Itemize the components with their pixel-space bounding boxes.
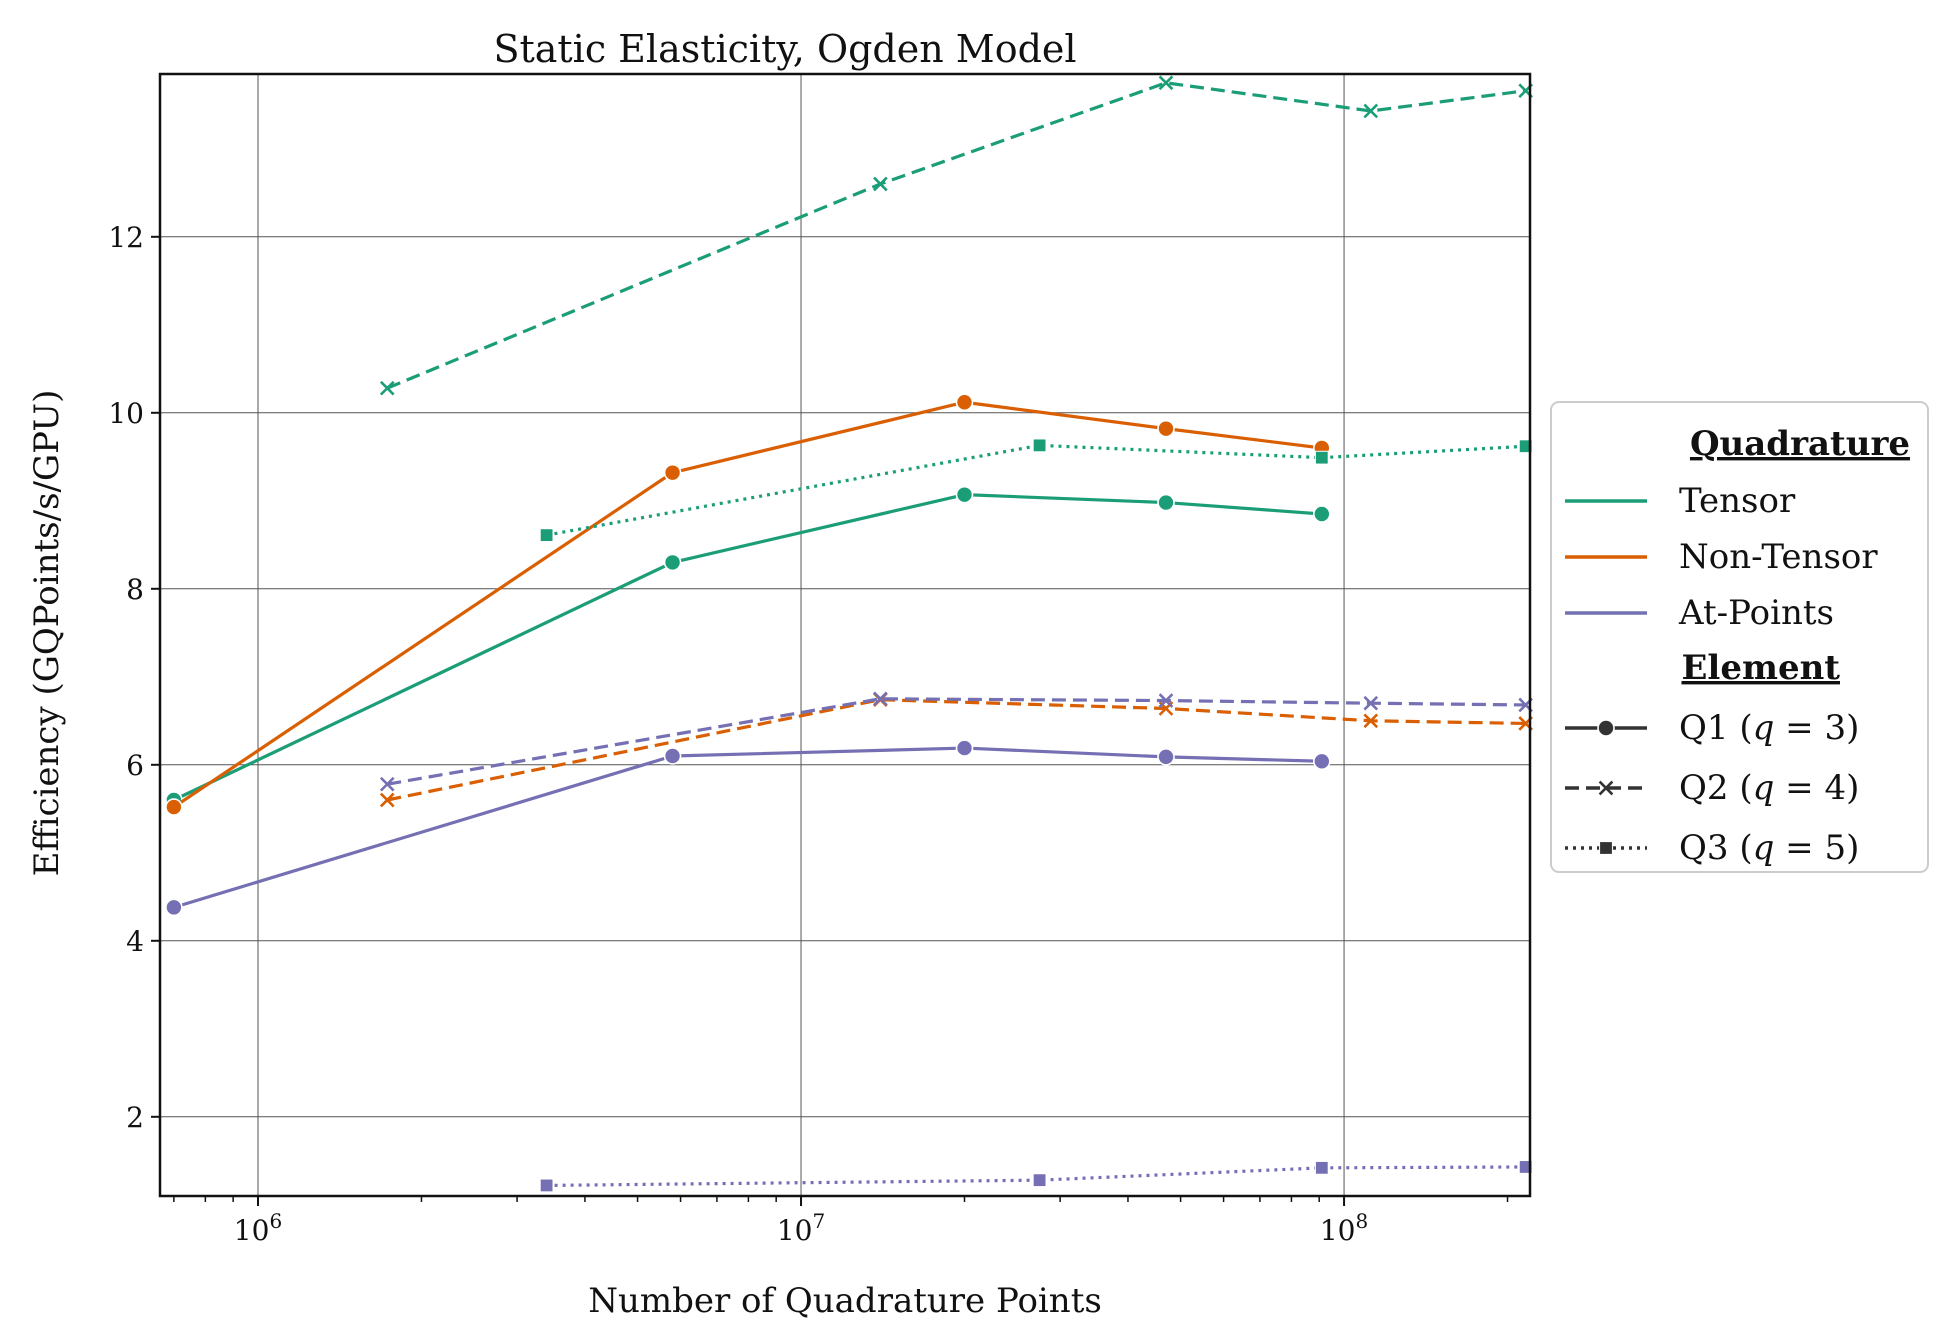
square-marker [539,1178,554,1193]
series-at-points-q2 [379,691,1533,792]
legend-quadrature-label: At-Points [1678,593,1834,633]
y-tick-label: 2 [126,1101,144,1134]
series-tensor-q1 [165,485,1331,809]
x-marker [1158,693,1174,708]
y-tick-label: 6 [126,749,144,782]
series-tensor-q3 [539,438,1533,543]
x-marker [379,776,395,792]
legend-element-label: Q2 (q = 4) [1679,768,1859,808]
series-line [386,697,1526,786]
x-marker [1363,103,1379,119]
series-non-tensor-q1 [165,393,1331,816]
series-layer [165,75,1533,1193]
circle-marker [165,798,183,816]
plot-frame [158,72,1532,1198]
legend-box [1550,401,1929,873]
x-marker [873,176,888,192]
x-marker [1158,75,1174,91]
x-marker [1598,780,1614,796]
series-line [172,400,1323,809]
series-tensor-q2 [379,75,1533,396]
x-marker [873,691,888,707]
legend: Quadrature Tensor Non-Tensor At-Points Eleme… [1550,401,1929,873]
x-tick-label: 107 [777,1209,825,1247]
circle-marker [663,553,682,572]
legend-element-label: Q3 (q = 5) [1679,828,1859,868]
series-line [173,746,1322,909]
x-marker [1363,695,1379,711]
legend-quadrature-label: Non-Tensor [1679,537,1878,577]
circle-marker [1157,419,1175,438]
y-axis-label: Efficiency (GQPoints/s/GPU) [27,390,67,877]
x-tick-label: 108 [1320,1209,1368,1247]
square-marker [1599,841,1613,855]
x-tick-label: 106 [234,1209,282,1247]
square-marker [1032,1173,1047,1188]
legend-quadrature-title: Quadrature [1690,424,1910,464]
x-marker [1363,713,1379,729]
grid-lines [160,74,1530,1196]
circle-marker [663,747,682,765]
series-at-points-q1 [165,739,1331,917]
circle-marker [663,463,682,482]
circle-marker [165,898,183,917]
circle-marker [1157,493,1175,512]
axis-ticks: 2 4 6 8 10 12 106 107 108 [108,221,1509,1247]
series-line [546,443,1526,537]
x-marker [379,380,395,396]
y-tick-label: 4 [126,925,144,958]
circle-marker [1157,748,1175,766]
y-tick-label: 12 [108,221,144,254]
legend-element-label: Q1 (q = 3) [1679,708,1859,748]
legend-quadrature-label: Tensor [1679,481,1796,521]
square-marker [539,528,554,543]
chart-title: Static Elasticity, Ogden Model [493,27,1076,71]
y-tick-label: 8 [126,573,144,606]
x-marker [379,792,395,808]
circle-marker [955,739,974,757]
series-line [546,1165,1526,1188]
circle-marker [1313,505,1331,523]
series-at-points-q3 [539,1160,1533,1193]
square-marker [1314,450,1329,465]
circle-marker [955,485,974,504]
x-axis-label: Number of Quadrature Points [588,1281,1102,1321]
square-marker [1314,1160,1329,1175]
series-line [386,81,1526,390]
square-marker [1032,438,1047,453]
circle-marker [1597,719,1615,737]
circle-marker [955,393,974,412]
circle-marker [1313,752,1331,771]
y-tick-label: 10 [108,397,144,430]
legend-element-title: Element [1682,648,1841,688]
